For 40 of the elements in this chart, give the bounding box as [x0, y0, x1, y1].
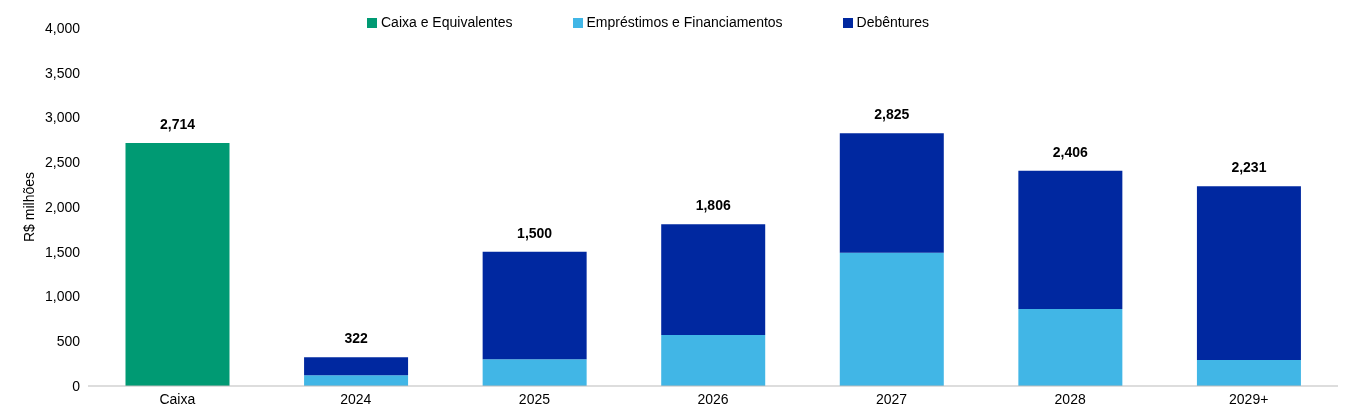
y-tick-label: 1,500 [44, 243, 81, 260]
x-tick-label: 2028 [1054, 390, 1086, 407]
x-tick-label: 2026 [697, 390, 729, 407]
y-tick-label: 2,000 [44, 198, 81, 215]
bar [1018, 170, 1123, 310]
y-axis-title: R$ milhões [20, 171, 37, 243]
bar [482, 359, 587, 386]
legend-label: Empréstimos e Financiamentos [586, 14, 783, 30]
bar [304, 375, 409, 386]
x-tick-label: Caixa [159, 390, 196, 407]
y-tick-label: 1,000 [44, 288, 81, 305]
total-label: 1,500 [517, 224, 553, 241]
bar [1196, 360, 1301, 386]
y-tick-label: 4,000 [44, 19, 81, 36]
x-tick-label: 2027 [875, 390, 908, 407]
y-tick-label: 0 [72, 377, 81, 394]
bar [482, 251, 587, 360]
x-tick-label: 2029+ [1229, 390, 1269, 407]
y-tick-label: 3,000 [44, 109, 81, 126]
bar [304, 357, 409, 376]
x-tick-label: 2025 [518, 390, 551, 407]
total-label: 2,231 [1231, 159, 1267, 176]
bar [839, 133, 944, 253]
total-label: 2,825 [874, 106, 910, 123]
bar [1196, 186, 1301, 361]
bar [661, 224, 766, 335]
legend-label: Debêntures [856, 14, 929, 30]
y-tick-label: 3,500 [44, 64, 81, 81]
legend-label: Caixa e Equivalentes [381, 14, 513, 30]
y-tick-label: 500 [56, 333, 81, 350]
bar [1018, 309, 1123, 386]
y-tick-label: 2,500 [44, 154, 81, 171]
total-label: 2,406 [1052, 143, 1089, 160]
bar [125, 143, 230, 386]
total-label: 322 [344, 330, 368, 347]
total-label: 2,714 [159, 116, 196, 133]
x-tick-label: 2024 [340, 390, 372, 407]
total-label: 1,806 [695, 197, 731, 214]
bar [661, 334, 766, 386]
bar [839, 252, 944, 386]
